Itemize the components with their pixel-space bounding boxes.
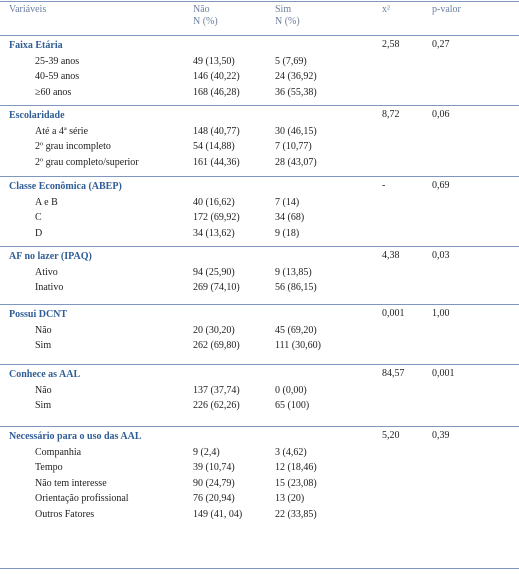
table-divider (0, 426, 519, 427)
row-value-sim: 7 (14) (275, 197, 300, 208)
header-p-value: p-valor (432, 4, 461, 15)
section-p-value: 1,00 (432, 308, 450, 319)
header-variaveis: Variáveis (9, 4, 47, 15)
section-chi-square: 5,20 (382, 430, 400, 441)
header-chi-square: x² (382, 4, 390, 15)
row-value-sim: 24 (36,92) (275, 71, 317, 82)
row-value-nao: 40 (16,62) (193, 197, 235, 208)
row-value-nao: 161 (44,36) (193, 157, 240, 168)
section-p-value: 0,03 (432, 250, 450, 261)
row-value-nao: 20 (30,20) (193, 325, 235, 336)
row-label: Orientação profissional (35, 493, 129, 504)
row-value-sim: 9 (18) (275, 228, 300, 239)
table-divider (0, 1, 519, 2)
row-value-nao: 262 (69,80) (193, 340, 240, 351)
row-label: D (35, 228, 43, 239)
table-divider (0, 364, 519, 365)
row-value-nao: 90 (24,79) (193, 478, 235, 489)
row-label: C (35, 212, 42, 223)
row-value-nao: 172 (69,92) (193, 212, 240, 223)
section-title: Faixa Etária (9, 40, 63, 51)
header-nao-unit: N (%) (193, 16, 218, 27)
row-value-sim: 45 (69,20) (275, 325, 317, 336)
table-divider (0, 246, 519, 247)
row-label: Não (35, 385, 52, 396)
section-title: Escolaridade (9, 110, 65, 121)
row-value-nao: 76 (20,94) (193, 493, 235, 504)
row-value-sim: 56 (86,15) (275, 282, 317, 293)
row-value-nao: 9 (2,4) (193, 447, 220, 458)
section-title: Necessário para o uso das AAL (9, 431, 142, 442)
row-value-sim: 28 (43,07) (275, 157, 317, 168)
section-chi-square: 8,72 (382, 109, 400, 120)
row-value-sim: 3 (4,62) (275, 447, 307, 458)
row-value-sim: 0 (0,00) (275, 385, 307, 396)
table-divider (0, 568, 519, 569)
section-title: Conhece as AAL (9, 369, 81, 380)
row-value-sim: 111 (30,60) (275, 340, 321, 351)
row-value-sim: 30 (46,15) (275, 126, 317, 137)
section-chi-square: - (382, 180, 386, 191)
row-value-sim: 12 (18,46) (275, 462, 317, 473)
section-p-value: 0,27 (432, 39, 450, 50)
section-chi-square: 84,57 (382, 368, 405, 379)
row-value-sim: 7 (10,77) (275, 141, 312, 152)
row-value-nao: 149 (41, 04) (193, 509, 243, 520)
row-label: 2º grau completo/superior (35, 157, 139, 168)
row-value-sim: 65 (100) (275, 400, 310, 411)
table-divider (0, 105, 519, 106)
row-label: Tempo (35, 462, 63, 473)
header-sim: Sim (275, 4, 292, 15)
row-label: Não tem interesse (35, 478, 107, 489)
row-value-nao: 94 (25,90) (193, 267, 235, 278)
row-label: Ativo (35, 267, 58, 278)
row-label: Companhia (35, 447, 82, 458)
table-divider (0, 176, 519, 177)
row-value-sim: 9 (13,85) (275, 267, 312, 278)
row-value-nao: 54 (14,88) (193, 141, 235, 152)
row-value-nao: 137 (37,74) (193, 385, 240, 396)
row-value-nao: 168 (46,28) (193, 87, 240, 98)
section-p-value: 0,39 (432, 430, 450, 441)
row-label: 2º grau incompleto (35, 141, 111, 152)
section-title: Classe Econômica (ABEP) (9, 181, 122, 192)
row-label: Até a 4ª série (35, 126, 89, 137)
section-p-value: 0,001 (432, 368, 455, 379)
section-chi-square: 2,58 (382, 39, 400, 50)
header-sim-unit: N (%) (275, 16, 300, 27)
row-value-sim: 34 (68) (275, 212, 305, 223)
row-label: A e B (35, 197, 58, 208)
section-title: AF no lazer (IPAQ) (9, 251, 92, 262)
row-value-sim: 36 (55,38) (275, 87, 317, 98)
row-value-nao: 226 (62,26) (193, 400, 240, 411)
row-value-sim: 22 (33,85) (275, 509, 317, 520)
section-p-value: 0,06 (432, 109, 450, 120)
section-chi-square: 4,38 (382, 250, 400, 261)
section-p-value: 0,69 (432, 180, 450, 191)
row-label: 25-39 anos (35, 56, 80, 67)
table-divider (0, 35, 519, 36)
row-label: Inativo (35, 282, 64, 293)
row-value-sim: 5 (7,69) (275, 56, 307, 67)
section-chi-square: 0,001 (382, 308, 405, 319)
row-value-nao: 39 (10,74) (193, 462, 235, 473)
row-label: Sim (35, 400, 52, 411)
row-label: Sim (35, 340, 52, 351)
row-label: Não (35, 325, 52, 336)
table-divider (0, 304, 519, 305)
section-title: Possui DCNT (9, 309, 68, 320)
row-value-nao: 269 (74,10) (193, 282, 240, 293)
row-value-sim: 13 (20) (275, 493, 305, 504)
row-value-nao: 34 (13,62) (193, 228, 235, 239)
row-label: ≥60 anos (35, 87, 72, 98)
row-value-nao: 49 (13,50) (193, 56, 235, 67)
row-label: 40-59 anos (35, 71, 80, 82)
row-label: Outros Fatores (35, 509, 95, 520)
row-value-sim: 15 (23,08) (275, 478, 317, 489)
header-nao: Não (193, 4, 210, 15)
row-value-nao: 148 (40,77) (193, 126, 240, 137)
row-value-nao: 146 (40,22) (193, 71, 240, 82)
